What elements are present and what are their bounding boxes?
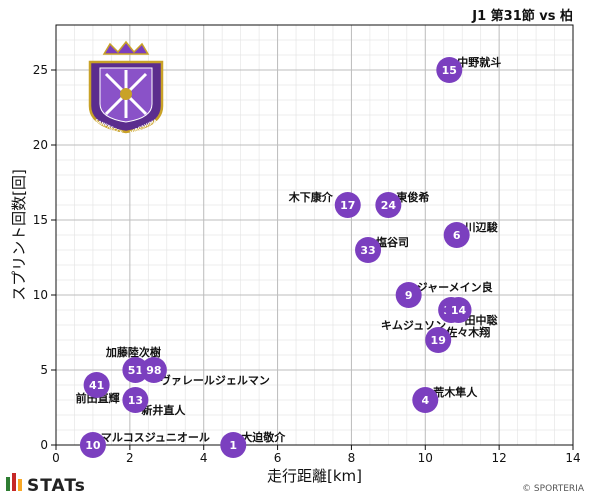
x-tick-label: 10: [418, 451, 433, 465]
point-number-label: 10: [85, 439, 101, 452]
data-point-marker: [79, 432, 106, 458]
plot-frame: [55, 24, 574, 446]
point-name-label: 木下康介: [288, 190, 334, 204]
y-tick-label: 15: [33, 213, 48, 227]
x-tick-label: 6: [274, 451, 282, 465]
point-name-label: 佐々木翔: [445, 325, 490, 339]
data-point-marker: [220, 432, 247, 458]
data-point-marker: [355, 237, 382, 263]
point-name-label: ヴァレールジェルマン: [160, 373, 270, 387]
data-point-marker: [122, 357, 149, 383]
stats-logo-bar: [12, 473, 16, 491]
data-point-marker: [412, 387, 439, 413]
y-tick-label: 10: [33, 288, 48, 302]
stats-logo-bar: [6, 477, 10, 491]
point-name-label: キムジュソン: [381, 319, 446, 332]
x-tick-label: 4: [200, 451, 208, 465]
y-tick-label: 20: [33, 138, 48, 152]
data-point-marker: [140, 357, 167, 383]
x-tick-label: 14: [565, 451, 580, 465]
data-point-marker: [334, 192, 361, 218]
point-name-label: 荒木隼人: [432, 385, 478, 399]
point-name-label: ジャーメイン良: [417, 280, 493, 294]
point-number-label: 1: [229, 439, 237, 452]
point-name-label: マルコスジュニオール: [101, 431, 210, 444]
point-number-label: 15: [442, 64, 457, 77]
point-name-label: 田中聡: [465, 313, 498, 327]
point-number-label: 6: [453, 229, 461, 242]
point-name-label: 前田直輝: [76, 391, 120, 405]
point-name-label: 大迫敬介: [241, 430, 286, 444]
header-title: J1 第31節 vs 柏: [471, 8, 573, 24]
point-number-label: 17: [340, 199, 355, 212]
y-tick-label: 25: [33, 63, 48, 77]
x-tick-label: 12: [492, 451, 507, 465]
data-point-marker: [445, 297, 472, 323]
data-point-marker: [83, 372, 110, 398]
x-tick-label: 0: [52, 451, 60, 465]
point-number-label: 51: [128, 364, 143, 377]
point-number-label: 4: [421, 394, 429, 407]
y-tick-label: 0: [40, 438, 48, 452]
point-number-label: 9: [405, 289, 413, 302]
point-name-label: 東俊希: [396, 190, 429, 204]
footer-brand: STATs: [27, 476, 86, 496]
point-number-label: 33: [360, 244, 375, 257]
y-axis-title: スプリント回数[回]: [10, 169, 28, 301]
y-tick-label: 5: [40, 363, 48, 377]
point-number-label: 14: [451, 304, 467, 317]
point-number-label: 41: [89, 379, 104, 392]
point-name-label: 塩谷司: [376, 235, 409, 249]
data-point-marker: [395, 282, 422, 308]
point-name-label: 川辺駿: [464, 220, 499, 234]
x-tick-label: 2: [126, 451, 134, 465]
footer-copyright: © SPORTERIA: [522, 484, 585, 494]
data-point-marker: [443, 222, 470, 248]
data-point-marker: [425, 327, 452, 353]
point-number-label: 24: [381, 199, 397, 212]
stats-logo: STATs: [6, 473, 86, 496]
point-number-label: 13: [128, 394, 143, 407]
data-point-marker: [122, 387, 149, 413]
data-point-marker: [375, 192, 402, 218]
club-crest-logo: SANFRECCE HIROSHIMA: [88, 40, 164, 136]
point-name-label: 新井直人: [141, 403, 186, 417]
point-name-label: 中野就斗: [457, 55, 501, 69]
x-tick-label: 8: [348, 451, 356, 465]
point-number-label: 19: [431, 334, 446, 347]
x-axis-title: 走行距離[km]: [267, 467, 362, 485]
stats-logo-bar: [18, 479, 22, 491]
point-number-label: 98: [146, 364, 161, 377]
data-point-marker: [436, 57, 463, 83]
point-name-label: 加藤陸次樹: [105, 345, 161, 359]
